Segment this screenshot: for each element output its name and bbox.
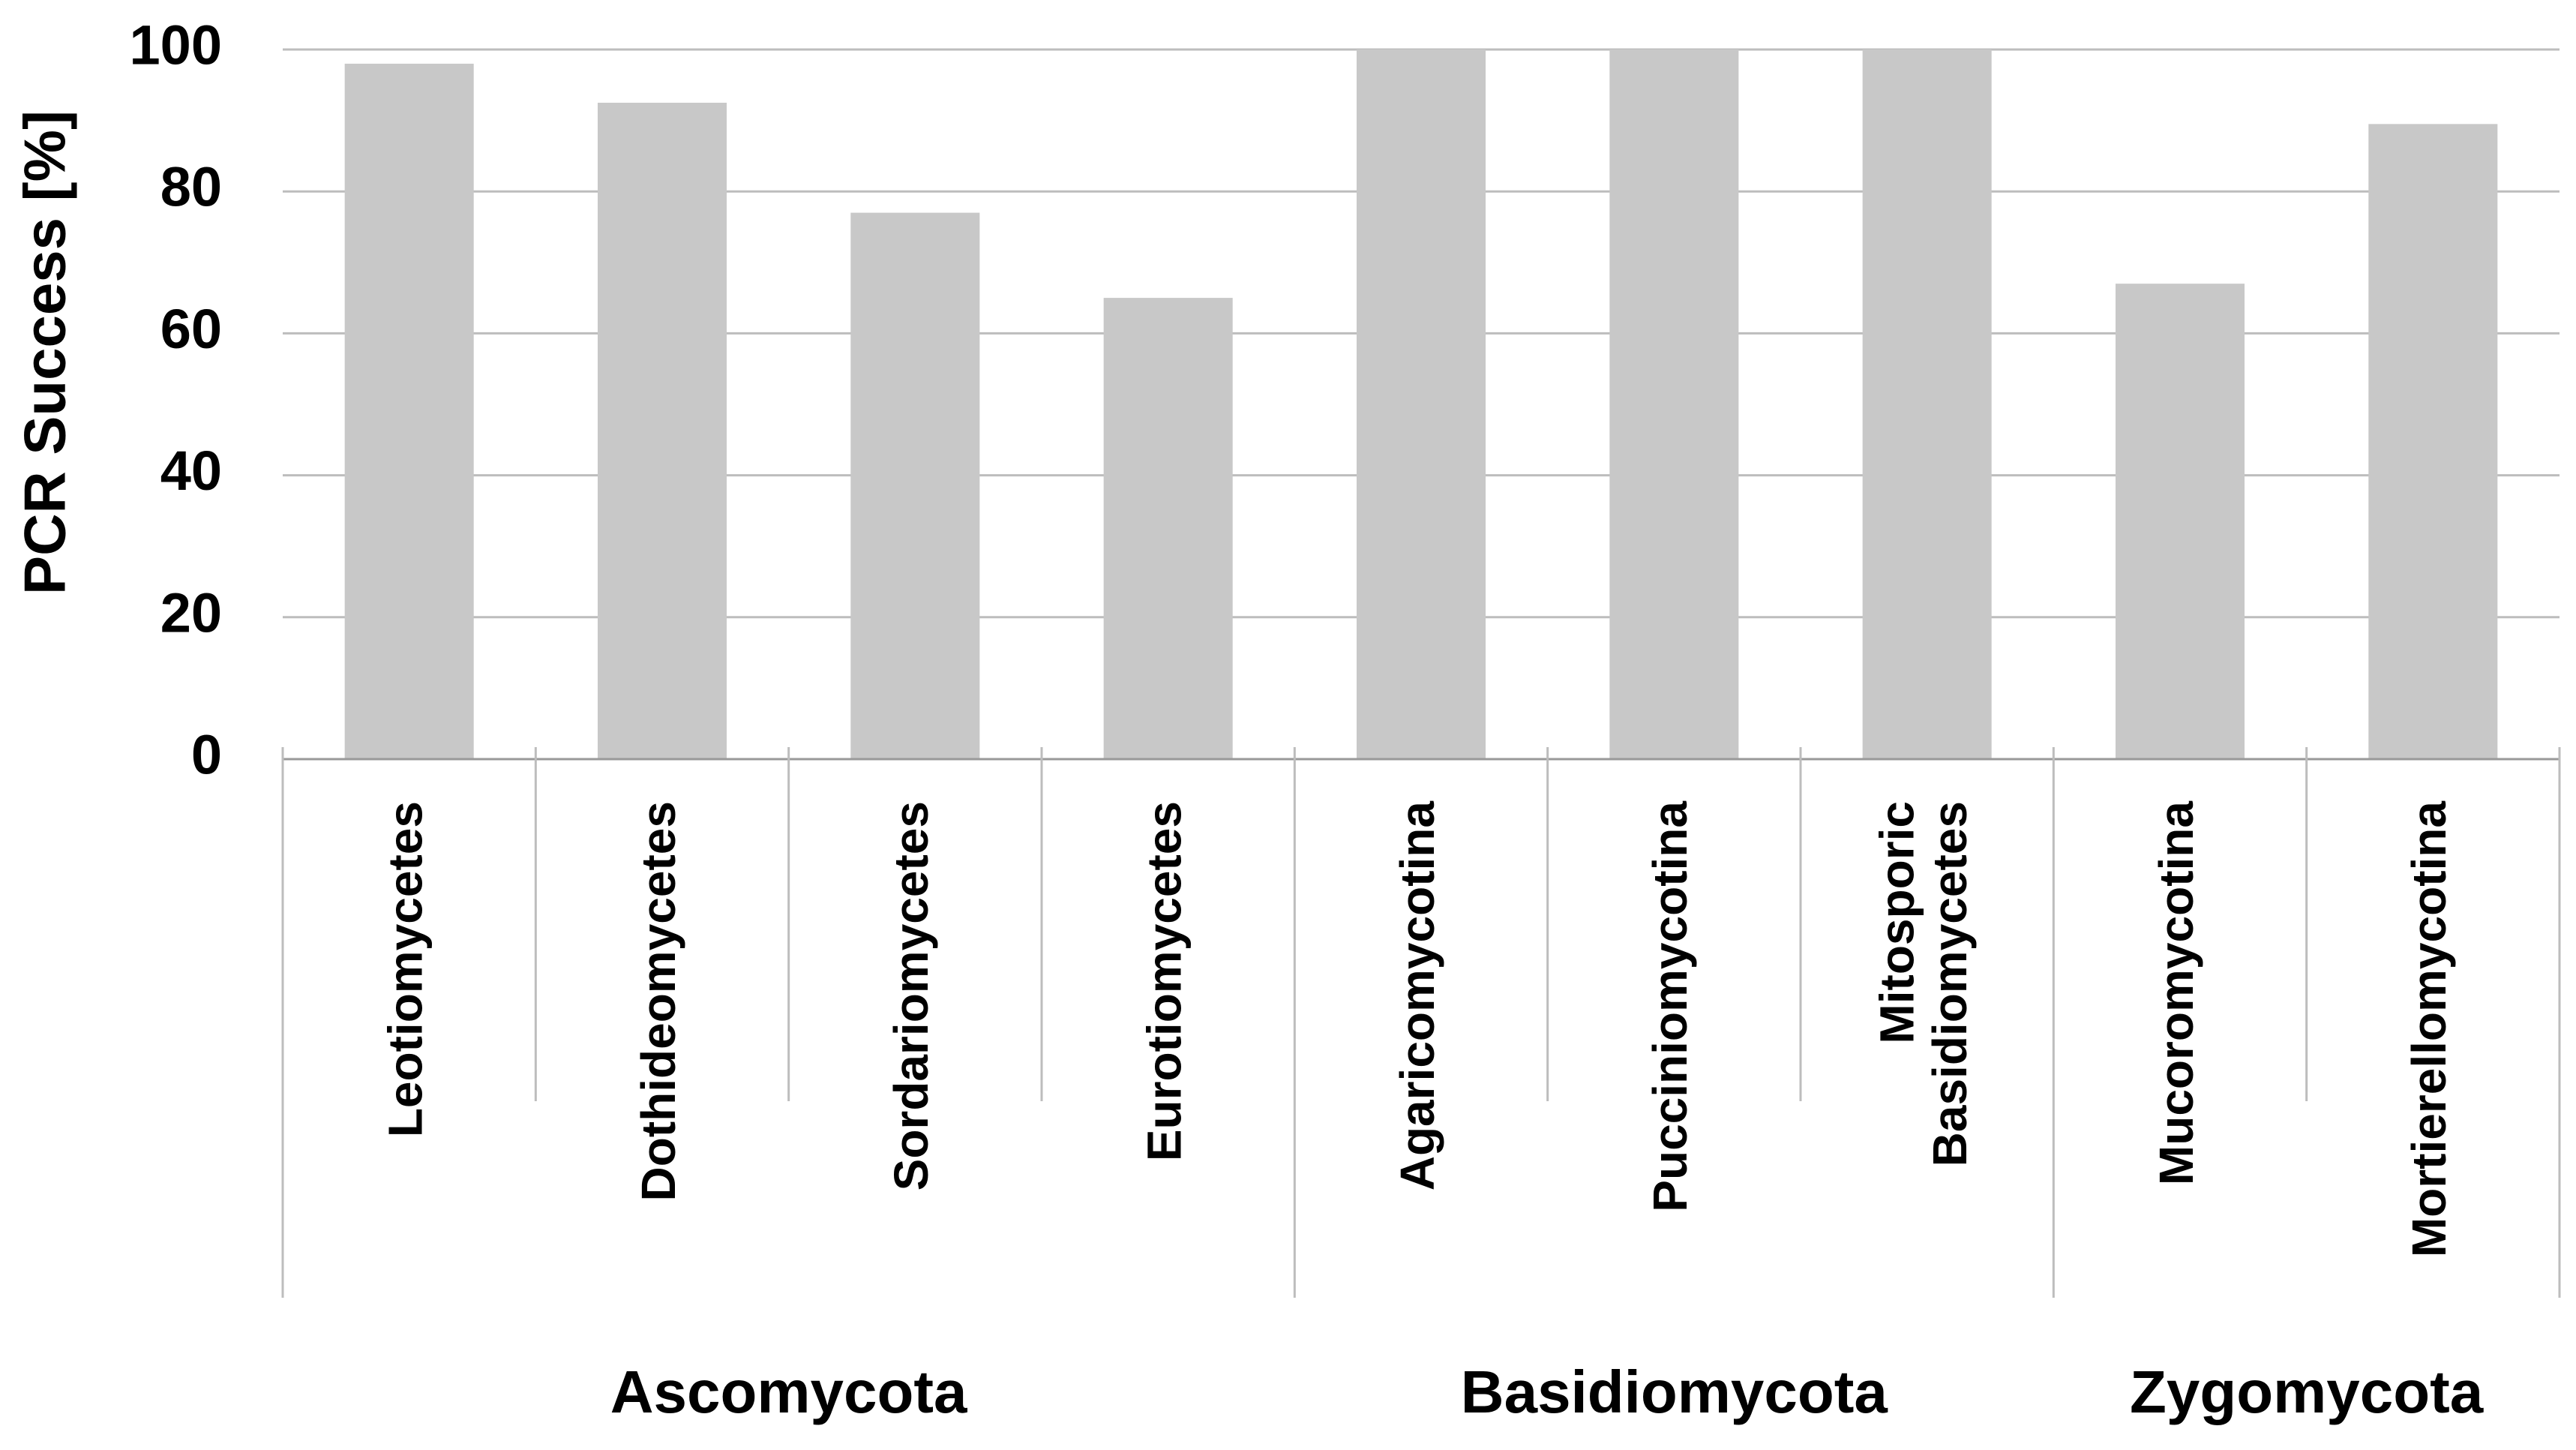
y-tick-label: 100 — [130, 14, 222, 77]
y-tick-label: 80 — [160, 156, 222, 218]
group-label: Zygomycota — [2130, 1358, 2484, 1425]
bar — [1862, 50, 1992, 759]
x-tick-label: Mitosporic Basidiomycetes — [1870, 801, 1976, 1180]
bar — [2368, 124, 2498, 759]
y-tick-label: 60 — [160, 298, 222, 360]
x-tick-label: Mortierellomycotina — [2402, 801, 2456, 1258]
bar — [1103, 298, 1233, 760]
group-label: Ascomycota — [610, 1358, 967, 1425]
bar — [1609, 50, 1739, 759]
x-tick-label: Eurotiomycetes — [1138, 801, 1192, 1161]
bar — [344, 63, 474, 760]
x-tick-label: Mucoromycotina — [2149, 801, 2203, 1185]
y-tick-label: 0 — [191, 724, 222, 786]
y-tick-label: 20 — [160, 581, 222, 644]
bar — [850, 212, 980, 760]
bar — [1356, 50, 1486, 759]
y-tick-label: 40 — [160, 440, 222, 502]
y-axis-title: PCR Success [%] — [12, 110, 78, 595]
bar — [597, 102, 727, 759]
x-tick-label: Agaricomycotina — [1390, 801, 1444, 1191]
x-tick-label: Sordariomycetes — [884, 801, 938, 1190]
bar — [2115, 284, 2245, 759]
x-tick-label: Pucciniomycotina — [1643, 801, 1697, 1212]
x-tick-label: Leotiomycetes — [379, 801, 433, 1137]
group-label: Basidiomycota — [1461, 1358, 1888, 1425]
x-tick-label: Dothideomycetes — [631, 801, 685, 1201]
